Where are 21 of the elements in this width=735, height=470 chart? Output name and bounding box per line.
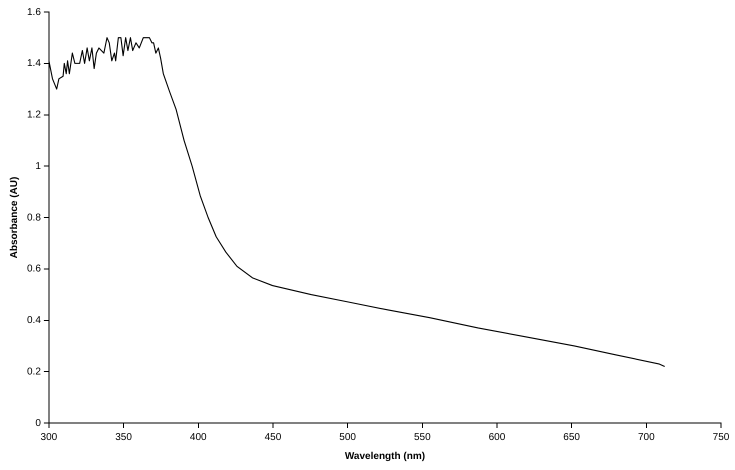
x-tick-label: 300 <box>40 432 58 443</box>
x-tick-label: 450 <box>264 432 282 443</box>
y-tick-label: 1.6 <box>26 6 42 18</box>
y-tick-label: 0 <box>35 418 42 429</box>
y-tick-label: 1.4 <box>26 58 42 70</box>
x-tick-label: 600 <box>488 432 506 443</box>
y-tick-label: 1 <box>35 160 42 172</box>
x-tick-label: 700 <box>638 432 656 443</box>
y-tick-label: 1.2 <box>26 110 42 120</box>
y-tick-label: 0.6 <box>26 264 42 275</box>
x-tick-label: 550 <box>414 432 432 443</box>
y-tick-label: 0.2 <box>26 366 42 378</box>
y-tick-label: 0.8 <box>26 212 42 224</box>
x-tick-label: 350 <box>115 432 132 443</box>
y-tick-label: 0.4 <box>26 315 42 326</box>
x-tick-label: 650 <box>563 432 580 443</box>
x-tick-label: 400 <box>190 432 208 443</box>
y-axis-title: Absorbance (AU) <box>8 176 20 258</box>
x-tick-label: 750 <box>712 432 730 443</box>
x-tick-label: 500 <box>339 432 356 443</box>
x-axis-title: Wavelength (nm) <box>344 450 426 462</box>
